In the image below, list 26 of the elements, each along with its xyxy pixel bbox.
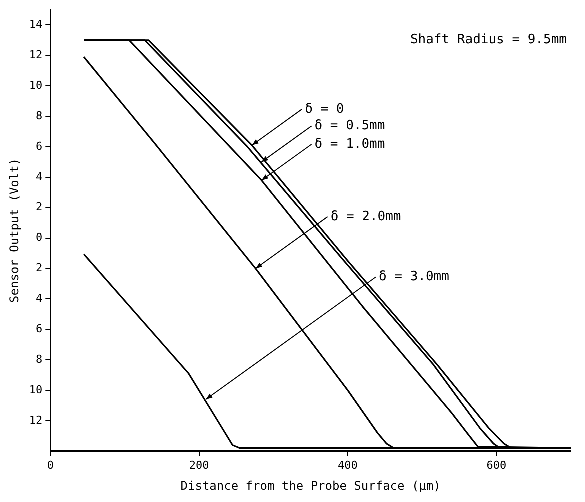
- annotation: δ = 3.0mm: [379, 270, 450, 285]
- x-tick-label: 0: [47, 458, 54, 472]
- y-tick-label: 10: [29, 78, 43, 92]
- y-tick-label: 12: [29, 414, 43, 427]
- y-tick-label: 2: [36, 200, 43, 214]
- x-tick-label: 200: [189, 458, 210, 472]
- annotation: Shaft Radius = 9.5mm: [410, 32, 568, 48]
- y-tick-label: 10: [29, 383, 43, 396]
- y-tick-label: 8: [36, 109, 43, 122]
- y-tick-label: 8: [36, 352, 43, 366]
- annotation: δ = 0.5mm: [314, 118, 386, 134]
- x-tick-label: 400: [338, 458, 358, 472]
- y-tick-label: 6: [36, 140, 43, 153]
- y-tick-label: 4: [36, 292, 44, 306]
- y-tick-label: 14: [29, 18, 44, 32]
- y-tick-label: 0: [36, 231, 43, 244]
- annotation: δ = 1.0mm: [314, 136, 386, 152]
- y-tick-label: 2: [36, 262, 43, 275]
- y-tick-label: 4: [36, 170, 44, 184]
- y-axis-title: Sensor Output (Volt): [7, 158, 22, 303]
- y-tick-label: 6: [36, 322, 43, 336]
- annotation: δ = 2.0mm: [330, 209, 402, 224]
- y-tick-label: 12: [29, 48, 43, 62]
- x-tick-label: 600: [486, 458, 507, 472]
- annotation: δ = 0: [305, 102, 344, 117]
- x-axis-title: Distance from the Probe Surface (μm): [180, 478, 441, 493]
